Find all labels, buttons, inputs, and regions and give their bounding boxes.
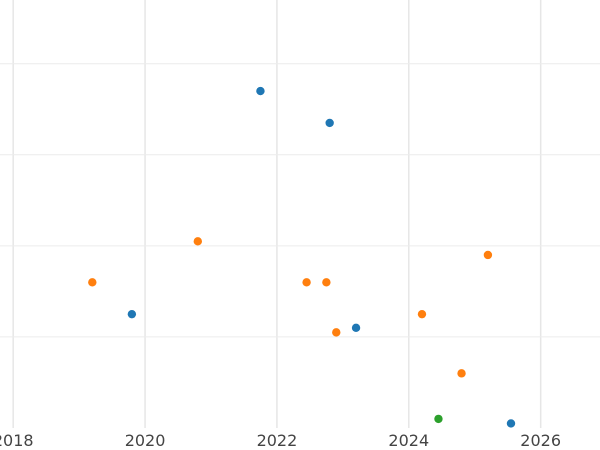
- x-tick-label-2020: 2020: [125, 431, 166, 450]
- x-tick-labels: 2018 2020 2022 2024 2026: [0, 431, 561, 450]
- data-point-s1-0: [88, 278, 97, 287]
- data-points: [88, 86, 516, 428]
- data-point-s1-7: [483, 250, 493, 260]
- x-tick-label-2026: 2026: [520, 431, 561, 450]
- x-tick-label-2022: 2022: [257, 431, 298, 450]
- data-point-s0-3: [351, 323, 361, 333]
- data-point-s0-4: [506, 419, 516, 428]
- data-point-s1-3: [322, 278, 331, 287]
- data-point-s2-0: [434, 414, 443, 424]
- x-gridlines: [12, 0, 542, 428]
- data-point-s1-4: [332, 328, 341, 337]
- x-tick-label-2018: 2018: [0, 431, 34, 450]
- data-point-s0-1: [256, 86, 265, 96]
- x-tick-label-2024: 2024: [388, 431, 429, 450]
- data-point-s0-0: [127, 309, 137, 319]
- data-point-s1-6: [457, 369, 466, 378]
- data-point-s1-2: [302, 278, 311, 287]
- data-point-s1-1: [193, 237, 203, 246]
- data-point-s1-5: [417, 309, 427, 319]
- y-gridlines: [0, 63, 600, 338]
- data-point-s0-2: [325, 118, 334, 128]
